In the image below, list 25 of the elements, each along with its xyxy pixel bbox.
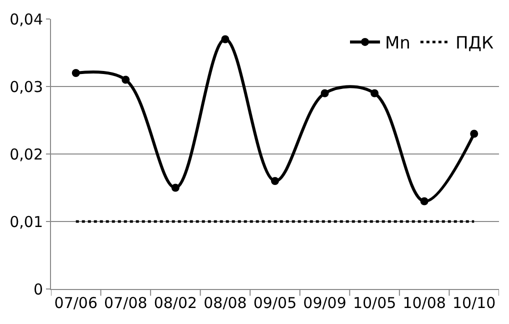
x-tick-label: 10/08 bbox=[402, 294, 446, 312]
y-tick-label: 0,03 bbox=[10, 78, 43, 96]
legend-label: Mn bbox=[385, 34, 410, 54]
y-tick-label: 0,04 bbox=[10, 10, 43, 28]
point bbox=[122, 76, 130, 84]
x-tick-label: 07/06 bbox=[54, 294, 98, 312]
point bbox=[72, 69, 80, 77]
x-tick-label: 10/10 bbox=[452, 294, 496, 312]
point bbox=[370, 89, 379, 98]
x-tick-label: 09/05 bbox=[253, 294, 297, 312]
y-tick-label: 0 bbox=[33, 280, 43, 298]
point bbox=[221, 35, 230, 44]
legend-label: ПДК bbox=[455, 34, 494, 54]
y-tick-label: 0,01 bbox=[10, 212, 43, 231]
point bbox=[470, 130, 478, 138]
x-tick-label: 10/05 bbox=[352, 294, 396, 312]
x-tick-label: 08/08 bbox=[204, 294, 247, 312]
x-tick-label: 08/02 bbox=[154, 294, 198, 312]
x-tick-label: 07/08 bbox=[104, 294, 148, 312]
x-tick-label: 09/09 bbox=[303, 294, 346, 312]
point bbox=[320, 89, 329, 98]
point bbox=[420, 197, 428, 206]
point bbox=[271, 177, 279, 185]
y-tick-label: 0,02 bbox=[10, 145, 43, 164]
point bbox=[171, 184, 180, 192]
